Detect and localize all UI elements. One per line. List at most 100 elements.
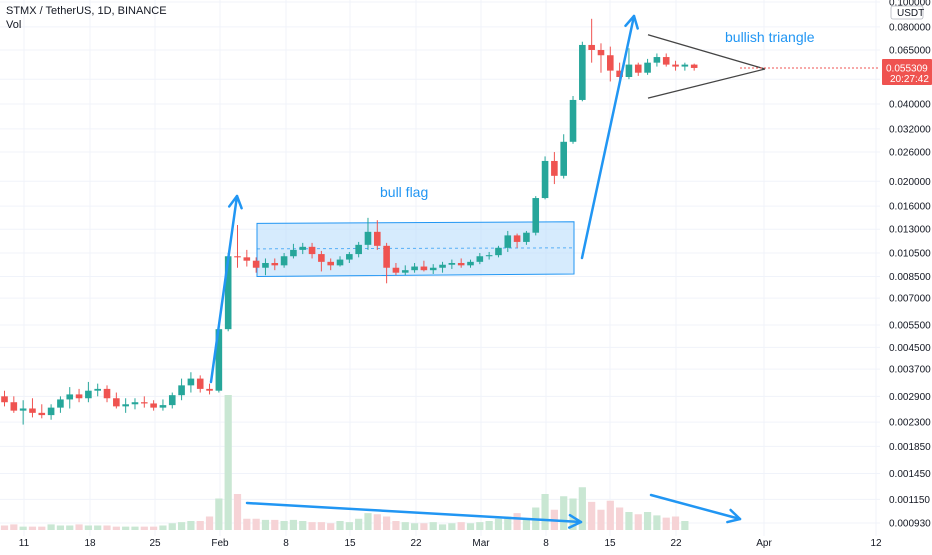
candle-body — [420, 266, 428, 271]
candle-body — [616, 70, 623, 77]
candle-body — [1, 396, 8, 403]
candle-body — [206, 388, 213, 391]
volume-bar — [84, 525, 92, 530]
candle-body — [569, 99, 577, 142]
candle-body — [215, 329, 223, 391]
volume-bar — [38, 526, 46, 530]
volume-bar — [466, 523, 475, 530]
volume-bar — [187, 521, 195, 530]
volume-decline-arrow-1-head — [568, 513, 583, 529]
candle-body — [495, 247, 502, 256]
candle-body — [504, 235, 512, 248]
x-tick-label: 18 — [84, 538, 96, 549]
volume-decline-arrow-2 — [649, 493, 742, 521]
candle-body — [364, 231, 372, 245]
x-tick-label: 25 — [149, 538, 161, 549]
volume-bar — [150, 526, 158, 530]
volume-bar — [336, 521, 344, 530]
y-tick-label: 0.026000 — [889, 148, 931, 159]
bull-flag-midline — [256, 247, 575, 250]
candle-body — [681, 64, 689, 67]
volume-bar — [10, 524, 18, 530]
volume-bar — [56, 525, 65, 530]
candle-body — [485, 255, 493, 257]
candle-body — [429, 267, 437, 271]
volume-bar — [485, 521, 493, 530]
candle-body — [690, 64, 698, 68]
y-tick-label: 0.001150 — [889, 495, 930, 506]
bullish-triangle-label: bullish triangle — [725, 29, 815, 45]
volume-bar — [196, 521, 204, 530]
volume-bar — [494, 518, 503, 530]
candle-body — [513, 235, 521, 242]
candle-body — [113, 398, 120, 407]
price-badge — [882, 58, 932, 85]
volume-bar — [522, 518, 531, 530]
candle-body — [672, 64, 679, 67]
candle-body — [383, 245, 390, 268]
volume-bar — [438, 524, 447, 530]
volume-bar — [252, 518, 260, 530]
candle-body — [187, 378, 195, 386]
volume-bar — [653, 515, 661, 530]
y-tick-label: 0.016000 — [889, 202, 931, 213]
candle-body — [634, 64, 642, 73]
volume-decline-arrow-1 — [245, 501, 583, 524]
volume-bar — [541, 494, 549, 530]
volume-bar — [476, 522, 484, 530]
candle-body — [196, 378, 204, 389]
candle-body — [439, 264, 446, 268]
volume-bar — [410, 523, 419, 530]
candle-body — [607, 55, 614, 71]
volume-bar — [429, 522, 437, 530]
x-tick-label: 22 — [670, 538, 682, 549]
y-tick-label: 0.065000 — [889, 45, 931, 56]
x-tick-label: 8 — [543, 538, 549, 549]
volume-bar — [122, 526, 130, 530]
candle-body — [541, 160, 549, 199]
volume-bar — [578, 487, 586, 530]
volume-bar — [671, 516, 680, 530]
volume-bar — [308, 522, 316, 530]
x-tick-label: Feb — [211, 538, 229, 549]
candle-body — [178, 385, 185, 396]
candle-body — [299, 246, 307, 250]
candle-body — [457, 262, 465, 266]
volume-bar — [280, 521, 288, 530]
volume-bar — [261, 519, 270, 530]
triangle-upper-line — [647, 34, 766, 70]
candle-body — [290, 249, 297, 257]
candle-body — [85, 390, 92, 399]
y-tick-label: 0.003700 — [889, 365, 931, 376]
candle-body — [122, 404, 129, 407]
y-tick-label: 0.080000 — [889, 22, 931, 33]
volume-bar — [606, 500, 614, 530]
y-tick-label: 0.005500 — [889, 321, 931, 332]
volume-bar — [420, 523, 428, 530]
x-tick-label: 22 — [410, 538, 422, 549]
candle-body — [374, 231, 381, 246]
volume-bar — [373, 514, 381, 530]
volume-bar — [271, 519, 279, 530]
candle-body — [38, 412, 46, 416]
volume-bar — [177, 522, 186, 530]
candle-body — [262, 262, 269, 268]
candle-body — [551, 160, 558, 176]
x-tick-label: Mar — [472, 538, 490, 549]
candle-body — [19, 408, 27, 411]
candle-body — [448, 262, 456, 265]
candle-body — [653, 57, 661, 63]
volume-decline-arrow-2-head — [726, 508, 742, 524]
candle-body — [532, 198, 540, 233]
candle-body — [280, 256, 288, 266]
candle-body — [252, 260, 260, 268]
y-tick-label: 0.032000 — [889, 124, 931, 135]
volume-bar — [215, 498, 223, 530]
volume-bar — [383, 516, 391, 530]
candle-body — [588, 44, 595, 50]
candle-body — [141, 402, 148, 404]
candle-body — [523, 232, 530, 242]
candle-body — [75, 394, 83, 399]
candle-body — [597, 49, 605, 56]
candle-body — [467, 261, 474, 266]
